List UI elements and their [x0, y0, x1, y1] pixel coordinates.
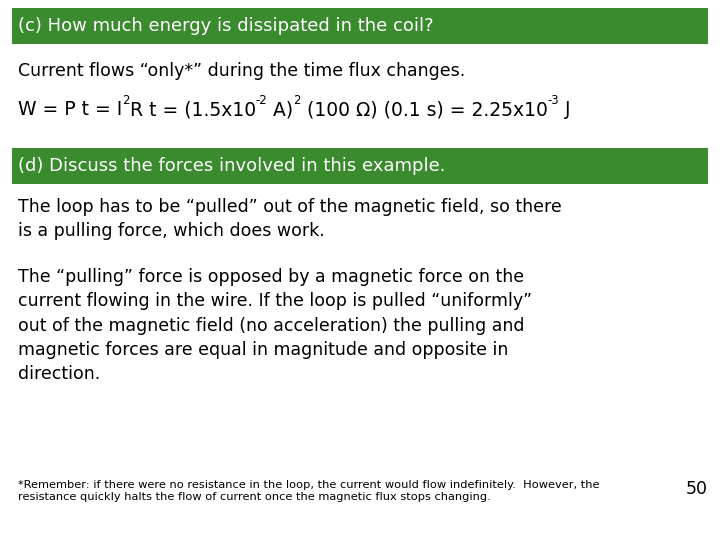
Text: Current flows “only*” during the time flux changes.: Current flows “only*” during the time fl… [18, 62, 465, 80]
Text: *Remember: if there were no resistance in the loop, the current would flow indef: *Remember: if there were no resistance i… [18, 480, 600, 502]
Text: 2: 2 [122, 94, 130, 107]
Text: A): A) [267, 100, 294, 119]
Text: R t = (1.5x10: R t = (1.5x10 [130, 100, 256, 119]
Text: -2: -2 [256, 94, 267, 107]
Text: (100 Ω) (0.1 s) = 2.25x10: (100 Ω) (0.1 s) = 2.25x10 [301, 100, 548, 119]
Text: -3: -3 [548, 94, 559, 107]
Bar [12, 8, 708, 44]
Text: J: J [559, 100, 571, 119]
Text: (c) How much energy is dissipated in the coil?: (c) How much energy is dissipated in the… [18, 17, 433, 35]
Text: 2: 2 [294, 94, 301, 107]
Text: (d) Discuss the forces involved in this example.: (d) Discuss the forces involved in this … [18, 157, 446, 175]
Text: The “pulling” force is opposed by a magnetic force on the
current flowing in the: The “pulling” force is opposed by a magn… [18, 268, 532, 383]
Text: The loop has to be “pulled” out of the magnetic field, so there
is a pulling for: The loop has to be “pulled” out of the m… [18, 198, 562, 240]
Text: 50: 50 [686, 480, 708, 498]
Bar [12, 148, 708, 184]
Text: W = P t = I: W = P t = I [18, 100, 122, 119]
